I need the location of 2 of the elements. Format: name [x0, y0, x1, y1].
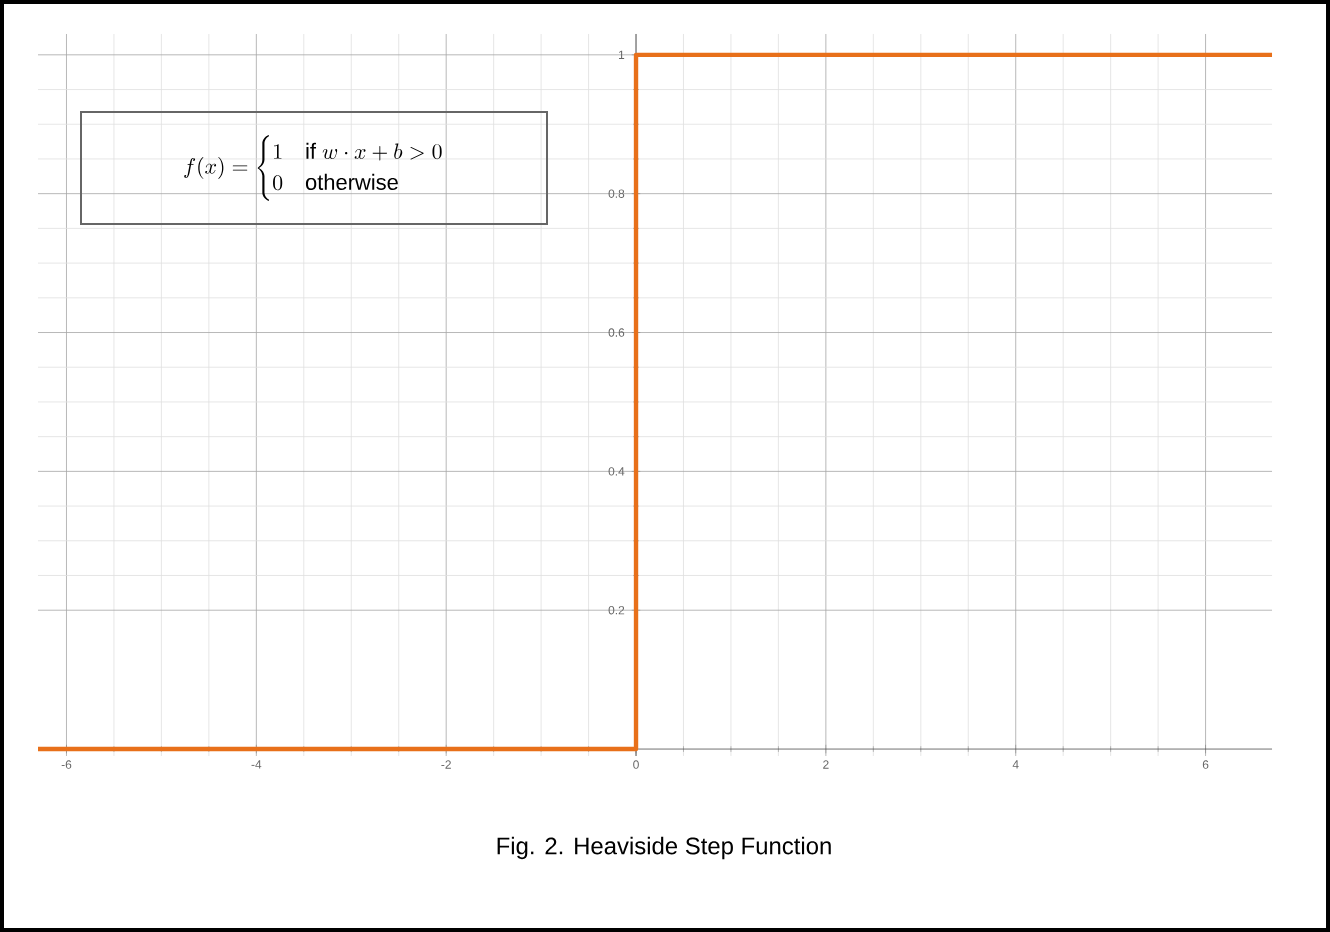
annotation: $f(x) = \begin{cases} 1 & \text{if } w \cdot x + b > 0 \\ 0 & \text{otherwise} \end{cases}$ — [184, 135, 442, 201]
caption: Fig. 2. Heaviside Step Function — [497, 836, 831, 860]
